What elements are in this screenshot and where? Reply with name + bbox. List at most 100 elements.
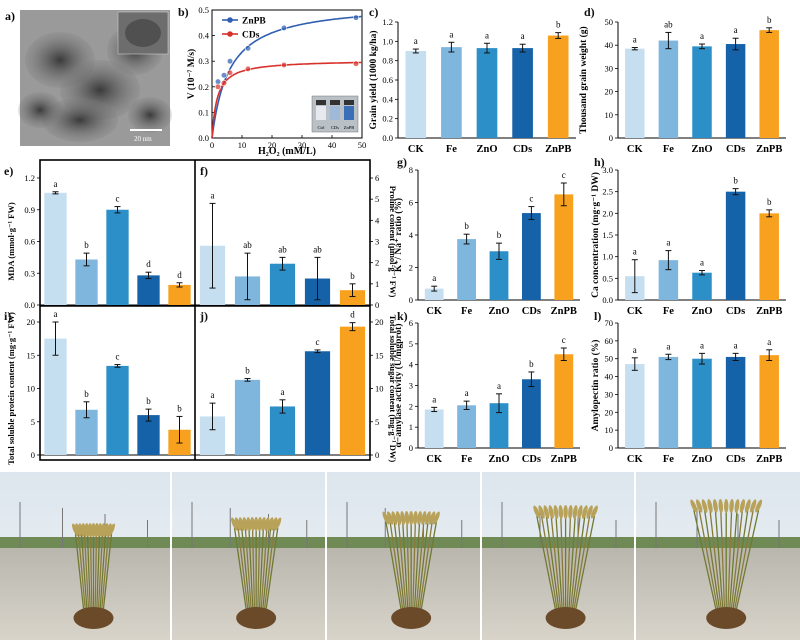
chart-c: 0.0 0.2 0.4 0.6 0.8 1.0 1.2 a CK a Fe a ZnO a CDs b ZnPB…	[368, 17, 576, 155]
chart-f: 0 1 2 3 4 5 6 a ab ab ab b Proline content (μmol·g⁻¹…	[195, 173, 398, 310]
stem	[99, 533, 107, 613]
legend-marker	[227, 31, 233, 37]
stem	[566, 515, 572, 613]
wheat-ear	[586, 505, 593, 519]
wheat-ear	[253, 517, 259, 531]
bar-f-4	[339, 290, 366, 305]
inset-label: Ctrl	[317, 125, 325, 130]
significance-letter: c	[116, 194, 120, 204]
significance-letter: a	[211, 190, 215, 200]
y-tick-label: 10	[375, 384, 384, 394]
stem	[412, 521, 416, 613]
tube	[344, 106, 354, 120]
wheat-ear	[267, 517, 274, 531]
x-tick-label: CDs	[726, 454, 745, 465]
significance-letter: a	[497, 381, 501, 391]
stem	[258, 527, 264, 613]
x-tick-label: 10	[238, 140, 247, 150]
y-tick-label: 5	[409, 339, 413, 349]
wheat-ear	[395, 511, 402, 525]
wheat-ear	[102, 523, 109, 537]
wheat-ear	[413, 511, 418, 525]
stem	[555, 515, 564, 613]
bar-k-2	[489, 403, 509, 448]
y-tick-label: 0.5	[602, 273, 613, 283]
y-tick-label: 0.4	[382, 94, 393, 104]
significance-letter: d	[177, 270, 182, 280]
root-soil	[236, 607, 277, 629]
significance-letter: a	[54, 179, 58, 189]
y-tick-label: 0.0	[198, 133, 209, 143]
stem	[416, 521, 429, 613]
significance-letter: b	[350, 271, 355, 281]
y-tick-label: 20	[27, 317, 36, 327]
y-tick-label: 4	[375, 215, 380, 225]
tube-cap	[330, 100, 340, 105]
bar-f-2	[269, 263, 296, 305]
significance-letter: b	[245, 366, 250, 376]
y-tick-label: 20	[375, 317, 384, 327]
wheat-ear	[724, 499, 729, 513]
data-point-ZnPB	[220, 72, 228, 79]
y-axis-label: V (10⁻⁷ M/s)	[186, 49, 197, 99]
significance-letter: d	[350, 310, 355, 320]
bar-c-0	[405, 51, 427, 138]
legend-label: ZnPB	[242, 17, 266, 27]
panel-label-f: f)	[200, 164, 208, 178]
bar-c-1	[441, 47, 462, 139]
x-tick-label: CK	[627, 454, 644, 465]
x-tick-label: ZnO	[691, 454, 712, 465]
bar-i-0	[44, 338, 67, 455]
bar-g-1	[457, 239, 476, 300]
wheat-ear	[432, 511, 440, 525]
y-axis-label: Ca concentration (mg·g⁻¹ DW)	[590, 172, 601, 298]
significance-letter: b	[767, 197, 772, 207]
tube-cap	[316, 100, 326, 105]
significance-letter: a	[432, 394, 436, 404]
root-soil	[545, 607, 586, 629]
wheat-ear	[408, 511, 414, 525]
x-tick-label: CK	[627, 306, 644, 317]
stem	[569, 515, 581, 613]
y-tick-label: 0.4	[198, 31, 209, 41]
stem	[550, 515, 562, 613]
y-tick-label: 0.1	[198, 107, 209, 117]
x-tick-label: CDs	[522, 306, 541, 317]
data-point-CDs	[220, 79, 228, 87]
y-tick-label: 1.2	[382, 17, 393, 27]
bar-i-3	[137, 415, 160, 455]
significance-letter: a	[465, 388, 469, 398]
significance-letter: c	[316, 337, 320, 347]
y-tick-label: 6	[375, 173, 379, 183]
stress-panels-frame	[39, 159, 371, 461]
wheat-ear	[105, 523, 112, 537]
wheat-ear	[713, 499, 718, 513]
y-tick-label: 30	[605, 389, 614, 399]
y-axis-label: Total soluble sugar content (mg·g⁻¹ DW)	[388, 315, 398, 463]
bar-e-2	[106, 209, 129, 305]
significance-letter: a	[414, 36, 418, 46]
panel-label-c: c)	[369, 5, 378, 19]
y-tick-label: 6	[409, 318, 413, 328]
y-tick-label: 0.5	[198, 5, 209, 15]
data-point-ZnPB	[226, 58, 234, 65]
panel-label-h: h)	[594, 155, 605, 169]
y-tick-label: 6	[409, 198, 413, 208]
y-tick-label: 0.0	[382, 133, 393, 143]
wheat-ear	[718, 499, 724, 513]
significance-letter: a	[700, 340, 704, 350]
wheat-plant	[231, 517, 282, 629]
stem	[415, 521, 425, 613]
wheat-ear	[590, 505, 598, 519]
stem	[83, 533, 90, 613]
stem	[536, 515, 557, 613]
stem	[89, 533, 93, 613]
y-tick-label: 2.0	[602, 208, 613, 218]
y-tick-label: 0.2	[198, 82, 209, 92]
x-tick-label: CDs	[726, 144, 745, 155]
x-tick-label: 0	[210, 140, 214, 150]
significance-letter: a	[211, 390, 215, 400]
chart-h: 0.0 0.5 1.0 1.5 2.0 2.5 3.0 a CK a Fe a ZnO b CDs b ZnPB…	[590, 165, 786, 317]
bar-d-1	[658, 40, 679, 139]
inset-tube-photo: Ctrl CDs ZnPB	[311, 95, 359, 133]
